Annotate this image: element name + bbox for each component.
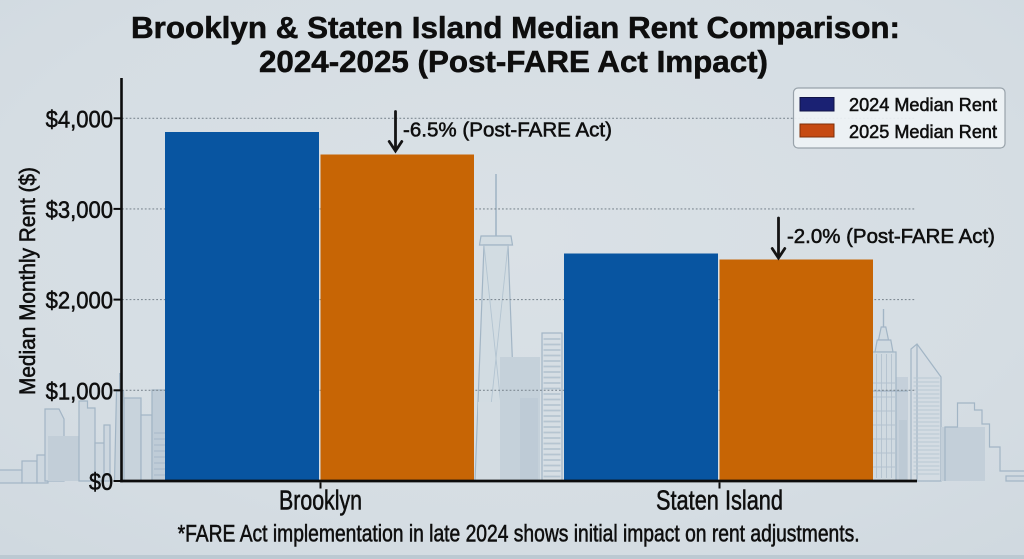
svg-text:*FARE Act implementation in la: *FARE Act implementation in late 2024 sh… bbox=[178, 521, 860, 548]
svg-text:2024 Median Rent: 2024 Median Rent bbox=[849, 94, 997, 115]
svg-text:Staten Island: Staten Island bbox=[656, 485, 783, 516]
svg-text:$2,000: $2,000 bbox=[46, 288, 113, 315]
svg-text:$0: $0 bbox=[89, 469, 113, 496]
svg-text:Brooklyn & Staten Island Media: Brooklyn & Staten Island Median Rent Com… bbox=[131, 10, 900, 45]
svg-text:$1,000: $1,000 bbox=[46, 378, 113, 405]
svg-text:2024-2025 (Post-FARE Act Impac: 2024-2025 (Post-FARE Act Impact) bbox=[259, 44, 768, 79]
svg-text:2025 Median Rent: 2025 Median Rent bbox=[849, 121, 997, 142]
svg-text:Median Monthly Rent ($): Median Monthly Rent ($) bbox=[15, 167, 40, 395]
svg-text:Brooklyn: Brooklyn bbox=[279, 485, 362, 516]
svg-text:$4,000: $4,000 bbox=[46, 106, 113, 133]
svg-text:-2.0% (Post-FARE Act): -2.0% (Post-FARE Act) bbox=[787, 225, 995, 248]
svg-text:$3,000: $3,000 bbox=[46, 197, 113, 224]
svg-text:-6.5% (Post-FARE Act): -6.5% (Post-FARE Act) bbox=[403, 119, 612, 142]
